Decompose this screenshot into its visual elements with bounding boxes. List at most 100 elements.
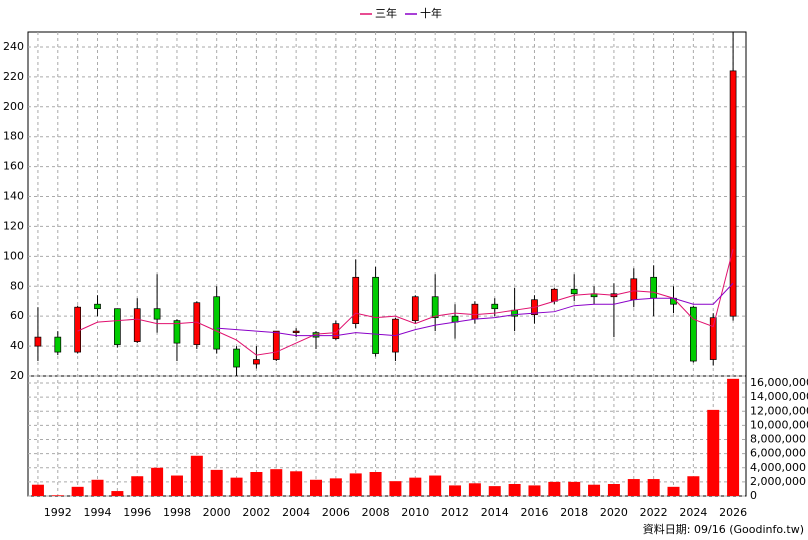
y-tick-label: 200 [3, 100, 24, 113]
volume-bar [290, 471, 303, 496]
y-tick-label: 120 [3, 219, 24, 232]
x-tick-label: 2018 [560, 506, 588, 519]
x-tick-label: 2008 [362, 506, 390, 519]
y2-tick-label: 0 [750, 489, 757, 502]
volume-bar [210, 469, 223, 496]
candle-body [650, 276, 657, 299]
candle-body [312, 332, 320, 338]
x-tick-label: 2006 [322, 506, 350, 519]
y2-tick-label: 12,000,000 [750, 404, 808, 417]
candle-body [550, 288, 558, 302]
y2-tick-label: 4,000,000 [750, 461, 806, 474]
volume-bar [508, 484, 521, 496]
x-tick-label: 2000 [203, 506, 231, 519]
volume-bar [170, 475, 183, 496]
candle-body [233, 348, 240, 368]
volume-bar [687, 476, 700, 496]
volume-bar [111, 491, 124, 496]
x-tick-label: 1992 [44, 506, 72, 519]
candle-body [54, 336, 62, 353]
volume-bar [429, 475, 442, 496]
volume-bar [190, 455, 203, 496]
candle-body [451, 315, 459, 323]
volume-bar [727, 378, 740, 496]
volume-bar [707, 409, 720, 496]
candle-body [372, 276, 379, 354]
candle-body [491, 303, 499, 310]
legend-label: 三年 [375, 6, 397, 20]
footer: 資料日期: 09/16 (Goodinfo.tw) [643, 522, 804, 536]
x-tick-label: 2010 [401, 506, 429, 519]
candle-body [690, 306, 697, 362]
candle-body [411, 296, 419, 322]
candle-body [352, 276, 360, 325]
x-tick-label: 2020 [600, 506, 628, 519]
volume-bar [647, 479, 660, 496]
y-tick-label: 60 [10, 309, 24, 322]
y-tick-label: 180 [3, 130, 24, 143]
volume-bar [349, 473, 362, 496]
line-series [216, 282, 734, 337]
candle-body [114, 308, 121, 345]
candle-body [153, 308, 161, 320]
x-tick-label: 2024 [679, 506, 707, 519]
candle-body [431, 296, 439, 319]
volume-bar [131, 476, 144, 496]
x-tick-label: 2012 [441, 506, 469, 519]
y-tick-label: 20 [10, 369, 24, 382]
volume-bar [91, 479, 104, 496]
x-tick-label: 2022 [640, 506, 668, 519]
candle-body [570, 288, 578, 295]
volume-bar [71, 486, 84, 496]
volume-bar [250, 472, 263, 496]
volume-bar [607, 484, 620, 496]
volume-bar [329, 478, 342, 496]
candle-body [729, 70, 737, 317]
y-tick-label: 140 [3, 190, 24, 203]
x-tick-label: 1996 [123, 506, 151, 519]
volume-bar [31, 484, 44, 496]
volume-bar [568, 481, 581, 496]
volume-bar [309, 479, 322, 496]
y-tick-label: 240 [3, 40, 24, 53]
candle-body [34, 336, 42, 347]
volume-bar [588, 484, 601, 496]
volume-bar [230, 477, 243, 496]
volume-bar [270, 469, 283, 496]
candle-body [173, 320, 181, 344]
candle-body [332, 323, 340, 339]
y2-tick-label: 2,000,000 [750, 475, 806, 488]
y-tick-label: 160 [3, 160, 24, 173]
x-tick-label: 2014 [481, 506, 509, 519]
candle-body [213, 296, 221, 350]
volume-bar [51, 495, 64, 496]
x-tick-label: 2004 [282, 506, 310, 519]
volume-bar [449, 485, 462, 496]
y-tick-label: 220 [3, 70, 24, 83]
x-tick-label: 2026 [719, 506, 747, 519]
x-tick-label: 1998 [163, 506, 191, 519]
candle-body [94, 303, 101, 310]
y-tick-label: 80 [10, 279, 24, 292]
line-series [77, 248, 734, 356]
volume-bar [409, 477, 422, 496]
candle-body [253, 359, 260, 365]
volume-bar [468, 483, 481, 496]
y-tick-label: 40 [10, 339, 24, 352]
y-tick-label: 100 [3, 249, 24, 262]
x-tick-label: 1994 [84, 506, 112, 519]
plot-frame [27, 31, 747, 497]
candle-body [630, 278, 638, 301]
y2-tick-label: 8,000,000 [750, 433, 806, 446]
volume-bar [369, 472, 382, 496]
volume-bar [548, 481, 561, 496]
volume-bar [389, 481, 402, 496]
y2-tick-label: 14,000,000 [750, 390, 808, 403]
candle-body [133, 308, 141, 342]
y2-tick-label: 10,000,000 [750, 418, 808, 431]
candle-body [292, 330, 300, 333]
candle-body [709, 317, 717, 360]
volume-bar [528, 485, 541, 496]
legend-label: 十年 [420, 6, 442, 20]
